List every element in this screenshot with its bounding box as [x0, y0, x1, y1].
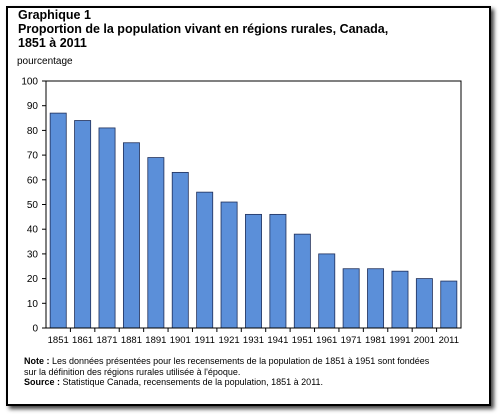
y-tick-label: 50 [27, 200, 39, 211]
footnote: Note : Les données présentées pour les r… [24, 356, 444, 388]
y-tick-label: 90 [27, 101, 39, 112]
title-block: Graphique 1 Proportion de la population … [18, 8, 388, 50]
bar [98, 127, 116, 329]
x-tick-label: 1871 [96, 335, 117, 346]
plot-area-frame [45, 80, 462, 329]
source-line: Source : Statistique Canada, recensement… [24, 377, 444, 388]
y-tick-label: 40 [27, 225, 39, 236]
bars [49, 112, 458, 329]
bar [220, 201, 238, 329]
y-tick-label: 60 [27, 175, 39, 186]
x-tick-label: 1931 [243, 335, 264, 346]
y-axis-unit-label: pourcentage [17, 56, 73, 67]
x-tick-label: 1981 [365, 335, 386, 346]
bar [49, 112, 67, 329]
bar [147, 157, 165, 329]
x-tick-label: 1851 [48, 335, 69, 346]
x-tick-label: 2011 [439, 335, 459, 346]
y-tick-label: 20 [27, 274, 39, 285]
y-tick-label: 70 [27, 151, 39, 162]
y-tick-label: 100 [21, 77, 38, 88]
note-text: Les données présentées pour les recensem… [24, 356, 430, 377]
x-tick-label: 1921 [219, 335, 240, 346]
bar [440, 280, 458, 329]
x-tick-label: 1961 [316, 335, 337, 346]
bar [74, 120, 92, 329]
note-line: Note : Les données présentées pour les r… [24, 356, 444, 377]
x-tick-label: 1861 [72, 335, 93, 346]
note-label: Note : [24, 356, 50, 366]
y-tick-label: 0 [32, 324, 38, 335]
bar [171, 171, 189, 329]
x-tick-label: 1971 [341, 335, 362, 346]
x-tick-label: 1911 [194, 335, 214, 346]
x-tick-label: 1901 [170, 335, 191, 346]
x-tick-label: 2001 [414, 335, 435, 346]
bar [269, 213, 287, 329]
chart-title-years: 1851 à 2011 [18, 36, 87, 50]
y-tick-label: 10 [27, 299, 39, 310]
y-axis-ticks: 0 10 20 30 40 50 60 70 80 90 100 [21, 77, 46, 335]
bar [367, 268, 385, 329]
bar [391, 270, 409, 329]
bar [415, 278, 433, 329]
bar [293, 233, 311, 329]
source-label: Source : [24, 377, 61, 387]
x-tick-label: 1991 [389, 335, 410, 346]
x-tick-label: 1891 [145, 335, 166, 346]
x-tick-label: 1941 [267, 335, 288, 346]
chart-number: Graphique 1 [18, 8, 91, 22]
bar [318, 253, 336, 329]
bar [196, 191, 214, 329]
chart-title: Proportion de la population vivant en ré… [18, 22, 389, 36]
x-tick-label: 1951 [292, 335, 313, 346]
x-tick-label: 1881 [121, 335, 142, 346]
y-tick-label: 80 [27, 126, 39, 137]
y-tick-label: 30 [27, 249, 39, 260]
bar [245, 213, 262, 329]
bar [342, 268, 360, 329]
x-axis-ticks: 1851 1861 1871 1881 1891 1901 1911 1921 1931 1941… [48, 328, 459, 346]
source-text: Statistique Canada, recensements de la p… [60, 377, 324, 387]
bar [122, 142, 140, 329]
